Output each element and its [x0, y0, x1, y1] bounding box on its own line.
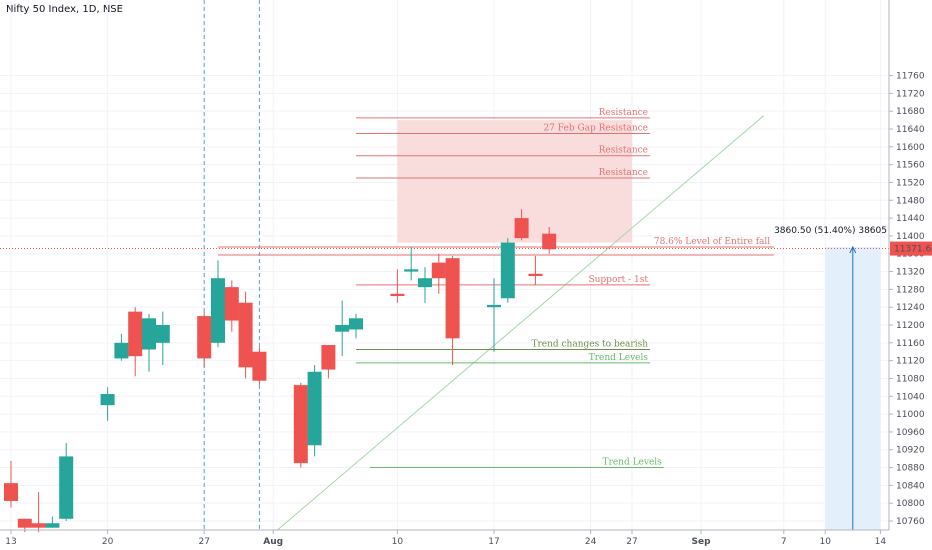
candle-body: [487, 304, 501, 308]
annotation-label: Trend Levels: [589, 353, 649, 363]
y-tick-label: 11640: [896, 125, 925, 135]
chart-title: Nifty 50 Index, 1D, NSE: [6, 4, 123, 15]
candle-body: [4, 483, 18, 501]
y-tick-label: 11520: [896, 178, 925, 188]
y-tick-label: 11400: [896, 232, 925, 242]
y-tick-label: 10800: [896, 499, 925, 509]
candle-body: [542, 233, 557, 250]
candle-body: [390, 293, 405, 297]
candle-body: [528, 273, 543, 276]
y-tick-label: 11720: [896, 89, 925, 99]
y-tick-label: 11280: [896, 285, 925, 295]
x-tick-label: 13: [5, 537, 16, 547]
x-tick-label: 27: [198, 537, 209, 547]
y-tick-label: 11120: [896, 357, 925, 367]
last-price-value: 11371.60: [894, 245, 932, 255]
candle-body: [307, 371, 322, 446]
x-tick-label: 24: [585, 537, 597, 547]
x-tick-label: Sep: [691, 537, 711, 547]
candle-body: [293, 385, 308, 464]
measure-label: 3860.50 (51.40%) 38605: [774, 226, 887, 236]
y-tick-label: 11480: [896, 196, 925, 206]
x-tick-label: 17: [488, 537, 499, 547]
y-tick-label: 10960: [896, 428, 925, 438]
y-tick-label: 11600: [896, 143, 925, 153]
annotation-label: 78.6% Level of Entire fall: [654, 237, 770, 247]
candle-body: [128, 311, 143, 357]
y-tick-label: 10760: [896, 517, 925, 527]
y-tick-label: 10880: [896, 464, 925, 474]
candle-body: [445, 258, 460, 339]
candle-body: [114, 342, 129, 359]
x-tick-label: 20: [102, 537, 114, 547]
candle-body: [500, 242, 515, 299]
y-tick-label: 11760: [896, 72, 925, 82]
last-price-badge: [890, 241, 932, 256]
annotation-label: Resistance: [599, 168, 648, 178]
annotation-label: Trend changes to bearish: [531, 340, 648, 350]
y-tick-label: 11320: [896, 268, 925, 278]
y-tick-label: 10920: [896, 446, 925, 456]
y-tick-label: 11440: [896, 214, 925, 224]
candle-body: [100, 394, 115, 406]
candle-body: [45, 523, 60, 528]
annotation-label: 27 Feb Gap Resistance: [543, 123, 648, 133]
x-tick-label: 7: [781, 537, 787, 547]
annotation-label: Support - 1st: [588, 275, 648, 285]
candle-body: [142, 318, 156, 350]
y-tick-label: 11040: [896, 392, 925, 402]
y-tick-label: 11080: [896, 374, 925, 384]
y-tick-label: 11000: [896, 410, 925, 420]
candle-body: [431, 262, 446, 279]
y-tick-label: 11200: [896, 321, 925, 331]
y-tick-label: 11680: [896, 107, 925, 117]
diagonal-trendline: [277, 115, 765, 531]
candle-body: [418, 278, 432, 288]
candle-body: [238, 302, 253, 368]
y-tick-label: 11560: [896, 161, 925, 171]
candle-body: [211, 278, 225, 343]
candle-body: [404, 269, 419, 272]
y-tick-label: 11240: [896, 303, 925, 313]
candle-body: [31, 523, 46, 528]
x-tick-label: 10: [392, 537, 404, 547]
annotation-label: Resistance: [599, 146, 648, 156]
candle-body: [17, 518, 32, 528]
x-tick-label: 10: [819, 537, 831, 547]
measure-arrow-head: [849, 245, 857, 254]
candle-body: [224, 287, 239, 321]
annotation-label: Resistance: [599, 108, 648, 118]
x-tick-label: 14: [875, 537, 887, 547]
y-tick-label: 11160: [896, 339, 925, 349]
candle-body: [514, 218, 529, 239]
x-tick-label: Aug: [263, 537, 283, 547]
candle-body: [349, 318, 363, 330]
candle-body: [155, 325, 170, 343]
candle-body: [197, 316, 212, 359]
candle-body: [252, 351, 267, 381]
candle-body: [321, 345, 336, 370]
annotation-label: Trend Levels: [603, 458, 663, 468]
x-tick-label: 27: [626, 537, 637, 547]
candle-body: [59, 456, 74, 519]
candle-body: [335, 325, 350, 332]
y-tick-label: 10840: [896, 481, 925, 491]
